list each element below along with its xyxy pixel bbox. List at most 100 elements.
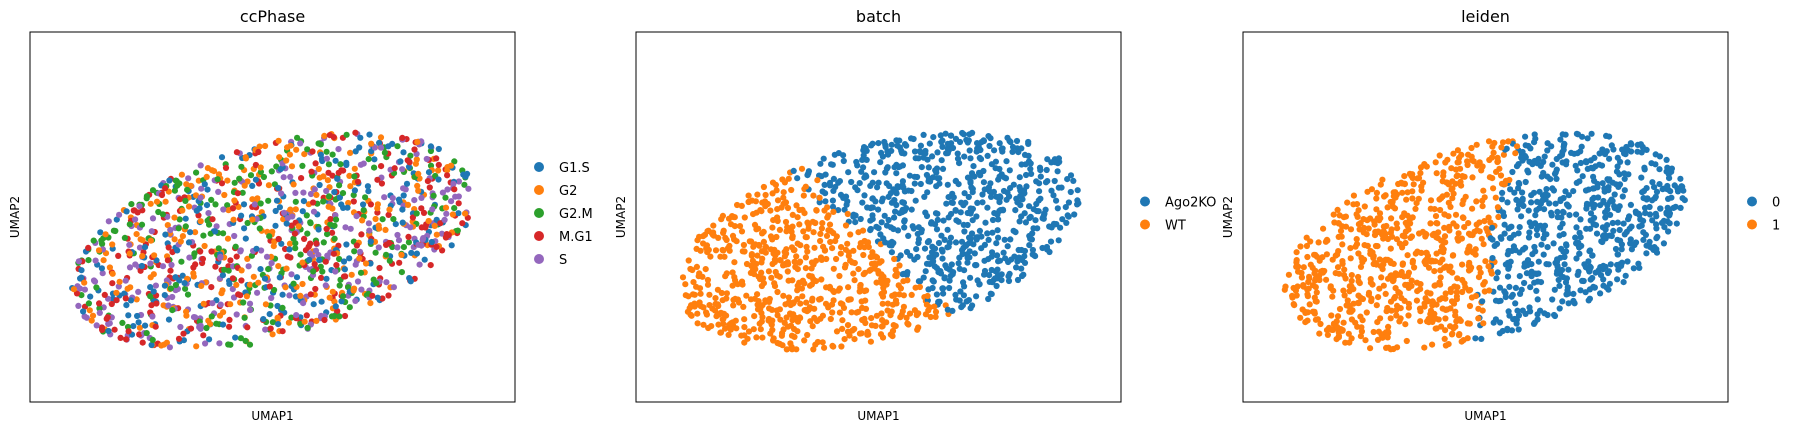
point-Ago2KO [1032,217,1039,224]
point-G1.S [97,229,104,236]
point-G2.M [265,266,272,273]
point-1 [1437,281,1444,288]
point-M.G1 [323,225,330,233]
point-G1.S [408,249,415,256]
point-S [132,261,139,268]
point-0 [1621,231,1628,238]
point-1 [1339,327,1346,334]
point-Ago2KO [858,168,865,175]
point-1 [1459,261,1466,268]
point-WT [753,226,760,233]
point-G1.S [162,231,169,238]
point-Ago2KO [906,172,914,179]
point-WT [758,282,766,290]
point-WT [830,343,837,350]
point-Ago2KO [829,197,837,204]
point-1 [1403,196,1410,203]
point-WT [730,302,737,309]
point-0 [1548,209,1555,216]
point-Ago2KO [848,178,855,186]
point-G1.S [403,180,411,187]
point-G2 [201,242,208,250]
point-G2.M [220,230,227,237]
point-1 [1353,241,1361,248]
point-1 [1312,284,1319,291]
point-1 [1461,224,1468,231]
point-1 [1427,197,1435,204]
point-0 [1551,286,1558,293]
point-Ago2KO [911,173,918,180]
point-M.G1 [208,248,215,255]
point-0 [1621,187,1628,194]
point-M.G1 [175,335,183,342]
point-WT [787,300,795,307]
point-G2 [109,241,116,248]
point-1 [1399,189,1406,196]
point-1 [1480,320,1487,327]
point-1 [1387,346,1394,353]
point-Ago2KO [890,239,897,247]
point-Ago2KO [1018,161,1025,168]
point-1 [1305,285,1312,292]
point-1 [1472,251,1479,258]
point-S [231,232,238,240]
point-1 [1393,312,1400,319]
point-G2.M [304,324,311,331]
point-G2.M [215,245,222,252]
point-G2 [359,217,366,224]
point-S [306,250,314,257]
point-1 [1383,332,1390,340]
point-G2 [404,201,412,208]
point-0 [1566,212,1573,219]
point-WT [746,238,753,245]
point-1 [1393,236,1400,243]
point-1 [1377,263,1384,270]
point-M.G1 [229,205,237,212]
axes-frame [635,31,1122,403]
point-G2.M [265,197,272,204]
point-1 [1432,315,1440,322]
point-G2 [292,206,299,213]
point-WT [818,256,825,263]
point-G1.S [212,228,219,235]
point-1 [1449,330,1456,337]
point-Ago2KO [817,160,824,167]
point-WT [895,282,902,289]
point-M.G1 [374,209,381,216]
point-1 [1436,152,1443,159]
point-1 [1373,302,1380,309]
point-S [135,288,142,295]
point-Ago2KO [966,147,973,154]
point-G1.S [352,148,359,155]
point-1 [1344,199,1351,206]
point-0 [1508,293,1515,300]
point-G2.M [292,245,299,252]
point-Ago2KO [867,225,874,233]
point-G1.S [331,189,338,196]
point-Ago2KO [948,261,955,268]
point-0 [1665,228,1672,235]
point-G2 [412,160,419,167]
point-G1.S [277,166,284,173]
point-Ago2KO [911,148,919,155]
point-1 [1313,289,1320,296]
point-G2 [286,240,294,247]
point-Ago2KO [963,136,970,143]
point-G2 [163,339,170,346]
point-0 [1616,171,1623,178]
point-M.G1 [233,253,240,260]
point-S [399,166,406,173]
point-G2.M [317,141,324,148]
point-M.G1 [311,261,318,268]
point-1 [1441,211,1448,218]
point-S [332,268,339,275]
point-0 [1487,235,1494,242]
point-WT [846,296,853,303]
point-G1.S [332,303,339,310]
point-WT [900,292,908,299]
point-WT [810,192,817,199]
point-0 [1492,297,1500,304]
point-G2 [425,217,432,225]
point-WT [883,319,890,326]
